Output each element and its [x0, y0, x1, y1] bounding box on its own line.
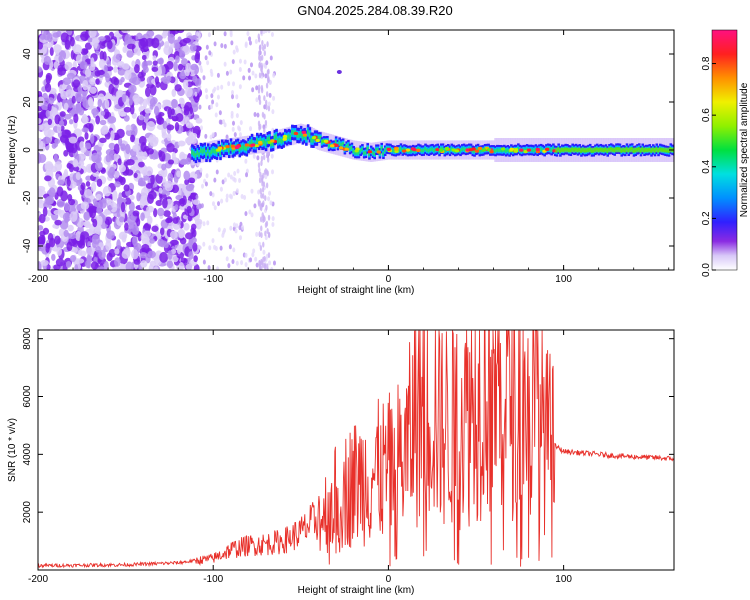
x-tick-label: -100 — [203, 574, 223, 585]
heatmap-x-axis-label: Height of straight line (km) — [298, 285, 415, 296]
y-tick-label: -40 — [22, 238, 33, 253]
colorbar-tick-label: 0.0 — [701, 263, 712, 277]
snr-frame — [37, 329, 675, 571]
x-tick-label: -100 — [203, 274, 223, 285]
snr-x-ticks: -200 -100 0 100 — [28, 330, 572, 585]
y-tick-label: 4000 — [22, 443, 33, 466]
colorbar: 0.0 0.2 0.4 0.6 0.8 Normalized spectral ampl… — [701, 29, 750, 277]
colorbar-ticks: 0.0 0.2 0.4 0.6 0.8 — [701, 56, 716, 277]
x-tick-label: 100 — [555, 574, 572, 585]
colorbar-tick-label: 0.4 — [701, 159, 712, 173]
colorbar-tick-label: 0.8 — [701, 56, 712, 70]
heatmap-panel: -200 -100 0 100 40 20 0 -20 -40 Height of strai… — [7, 29, 675, 296]
snr-x-axis-label: Height of straight line (km) — [298, 585, 415, 596]
y-tick-label: 6000 — [22, 385, 33, 408]
chart-title: GN04.2025.284.08.39.R20 — [297, 3, 453, 18]
y-tick-label: 0 — [22, 147, 33, 153]
y-tick-label: 2000 — [22, 501, 33, 524]
x-tick-label: 0 — [386, 574, 392, 585]
colorbar-gradient — [711, 29, 738, 271]
colorbar-tick-label: 0.6 — [701, 108, 712, 122]
heatmap-y-axis-label: Frequency (Hz) — [7, 116, 18, 185]
heatmap-y-ticks: 40 20 0 -20 -40 — [22, 48, 674, 270]
heatmap-area — [38, 30, 674, 270]
x-tick-label: -200 — [28, 574, 48, 585]
snr-panel: -200 -100 0 100 8000 6000 4000 2000 Height of … — [7, 327, 675, 596]
x-tick-label: -200 — [28, 274, 48, 285]
colorbar-tick-label: 0.2 — [701, 211, 712, 225]
snr-series-line — [38, 330, 674, 569]
y-tick-label: 8000 — [22, 327, 33, 350]
y-tick-label: 40 — [22, 48, 33, 60]
y-tick-label: -20 — [22, 190, 33, 205]
snr-y-ticks: 8000 6000 4000 2000 — [22, 327, 674, 523]
x-tick-label: 100 — [555, 274, 572, 285]
y-tick-label: 20 — [22, 96, 33, 108]
snr-y-axis-label: SNR (10 * v/v) — [7, 418, 18, 482]
x-tick-label: 0 — [386, 274, 392, 285]
colorbar-label: Normalized spectral amplitude — [739, 82, 750, 217]
